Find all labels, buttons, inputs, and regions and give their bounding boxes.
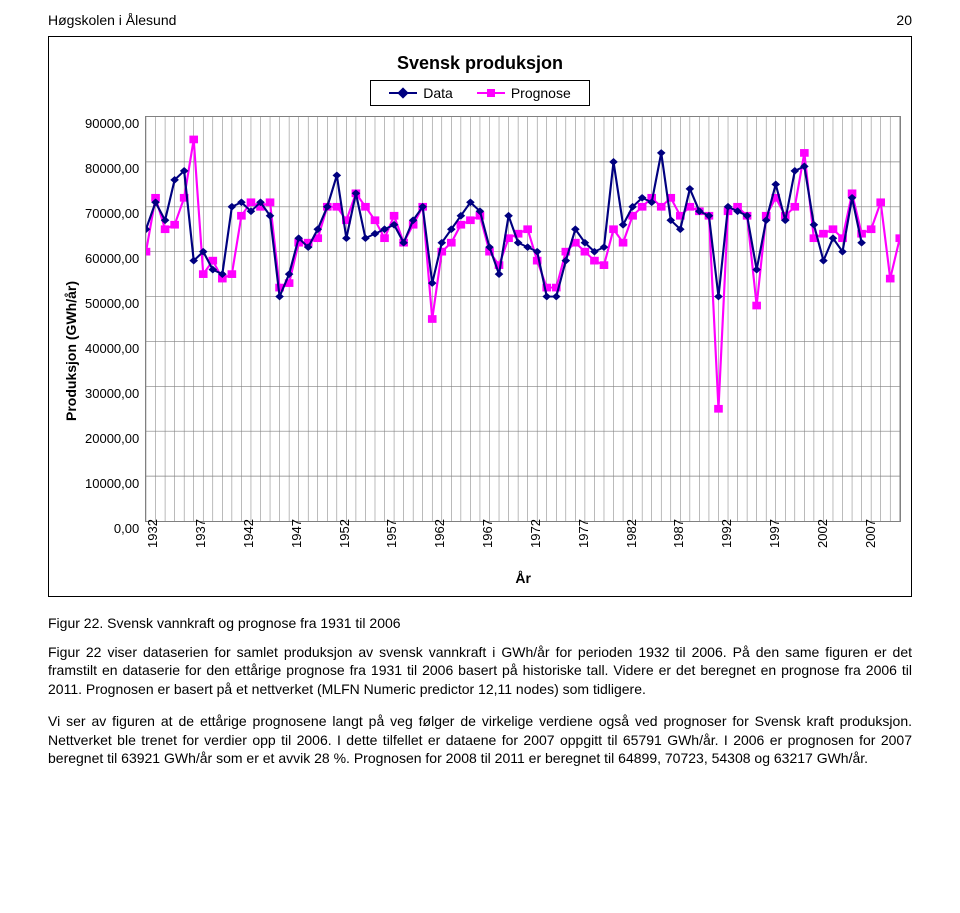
y-tick-label: 90000,00 — [85, 116, 139, 131]
y-tick-label: 0,00 — [114, 521, 139, 536]
legend-item-prognose: Prognose — [477, 85, 571, 101]
legend-item-data: Data — [389, 85, 453, 101]
body-paragraph-1: Figur 22 viser dataserien for samlet pro… — [48, 643, 912, 698]
legend-label-prognose: Prognose — [511, 85, 571, 101]
x-axis-title: År — [145, 570, 901, 586]
y-tick-label: 80000,00 — [85, 161, 139, 176]
y-tick-label: 60000,00 — [85, 251, 139, 266]
y-tick-label: 40000,00 — [85, 341, 139, 356]
x-axis-ticks: 1932193719421947195219571962196719721977… — [145, 522, 901, 568]
header-page-number: 20 — [896, 12, 912, 28]
y-axis-title: Produksjon (GWh/år) — [59, 116, 83, 586]
chart-title: Svensk produksjon — [59, 53, 901, 74]
y-axis-ticks: 90000,00 80000,00 70000,00 60000,00 50000,00… — [83, 116, 145, 536]
y-tick-label: 70000,00 — [85, 206, 139, 221]
legend-swatch-prognose — [477, 86, 505, 100]
body-paragraph-2: Vi ser av figuren at de ettårige prognos… — [48, 712, 912, 767]
y-tick-label: 50000,00 — [85, 296, 139, 311]
y-tick-label: 30000,00 — [85, 386, 139, 401]
legend-swatch-data — [389, 86, 417, 100]
y-tick-label: 10000,00 — [85, 476, 139, 491]
figure-caption: Figur 22. Svensk vannkraft og prognose f… — [48, 615, 912, 631]
plot-area — [145, 116, 901, 522]
chart-container: Svensk produksjon Data Prognose Produksj… — [48, 36, 912, 597]
chart-legend: Data Prognose — [370, 80, 590, 106]
legend-label-data: Data — [423, 85, 453, 101]
y-tick-label: 20000,00 — [85, 431, 139, 446]
header-left: Høgskolen i Ålesund — [48, 12, 176, 28]
